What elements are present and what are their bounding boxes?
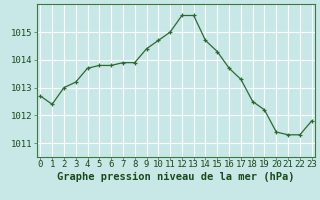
X-axis label: Graphe pression niveau de la mer (hPa): Graphe pression niveau de la mer (hPa) [57,172,295,182]
